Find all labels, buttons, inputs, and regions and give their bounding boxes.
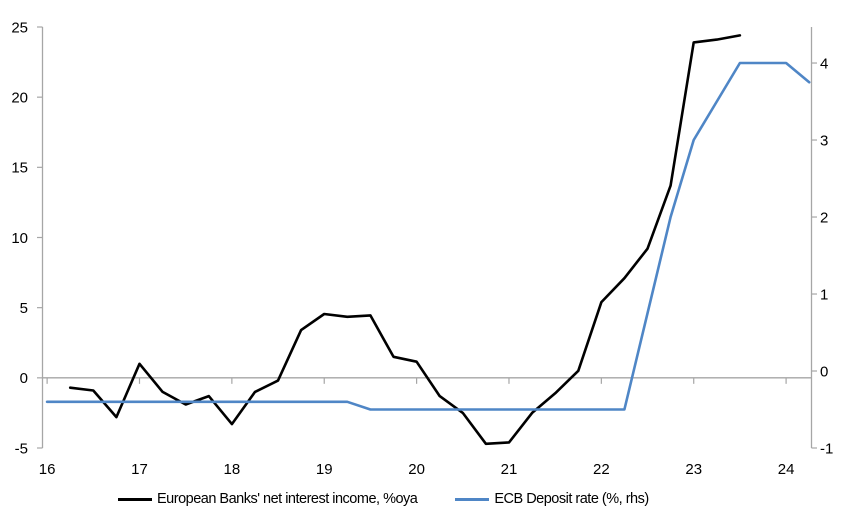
- left-axis-tick-label: 10: [11, 230, 28, 247]
- right-axis: -1 0 1 2 3 4: [810, 27, 833, 457]
- right-axis-tick-label: 3: [820, 132, 828, 149]
- left-axis: -5 0 5 10 15 20 25: [11, 19, 44, 457]
- right-axis-tick-label: -1: [820, 440, 833, 457]
- legend-label-net-interest-income: European Banks' net interest income, %oy…: [157, 491, 418, 507]
- x-axis-tick-label: 20: [408, 461, 425, 478]
- left-axis-tick-label: 25: [11, 19, 28, 36]
- right-axis-tick-label: 1: [820, 286, 828, 303]
- chart-legend: European Banks' net interest income, %oy…: [118, 491, 649, 507]
- x-axis-tick-label: 19: [316, 461, 333, 478]
- legend-item-net-interest-income: European Banks' net interest income, %oy…: [118, 491, 418, 507]
- right-axis-tick-label: 2: [820, 209, 828, 226]
- legend-item-ecb-deposit-rate: ECB Deposit rate (%, rhs): [455, 491, 649, 507]
- x-axis-tick-label: 21: [501, 461, 518, 478]
- x-axis-tick-label: 23: [685, 461, 702, 478]
- right-axis-tick-label: 4: [820, 55, 828, 72]
- blue-line-swatch-icon: [455, 497, 490, 501]
- black-line-swatch-icon: [118, 497, 152, 501]
- series-line-net-interest-income: [68, 34, 742, 446]
- left-axis-tick-label: 5: [20, 300, 28, 317]
- x-axis-tick-label: 16: [39, 461, 56, 478]
- right-axis-tick-label: 0: [820, 363, 828, 380]
- x-axis-tick-label: 17: [131, 461, 148, 478]
- x-axis-tick-label: 24: [778, 461, 795, 478]
- series-line-ecb-deposit-rate: [45, 61, 811, 411]
- x-axis-tick-label: 18: [224, 461, 241, 478]
- left-axis-tick-label: 20: [11, 89, 28, 106]
- left-axis-tick-label: 0: [20, 370, 28, 387]
- left-axis-tick-label: 15: [11, 160, 28, 177]
- left-axis-tick-label: -5: [15, 440, 28, 457]
- legend-label-ecb-deposit-rate: ECB Deposit rate (%, rhs): [494, 491, 649, 507]
- x-axis-labels: 16 17 18 19 20 21 22 23 24: [39, 461, 795, 478]
- x-axis-tick-label: 22: [593, 461, 610, 478]
